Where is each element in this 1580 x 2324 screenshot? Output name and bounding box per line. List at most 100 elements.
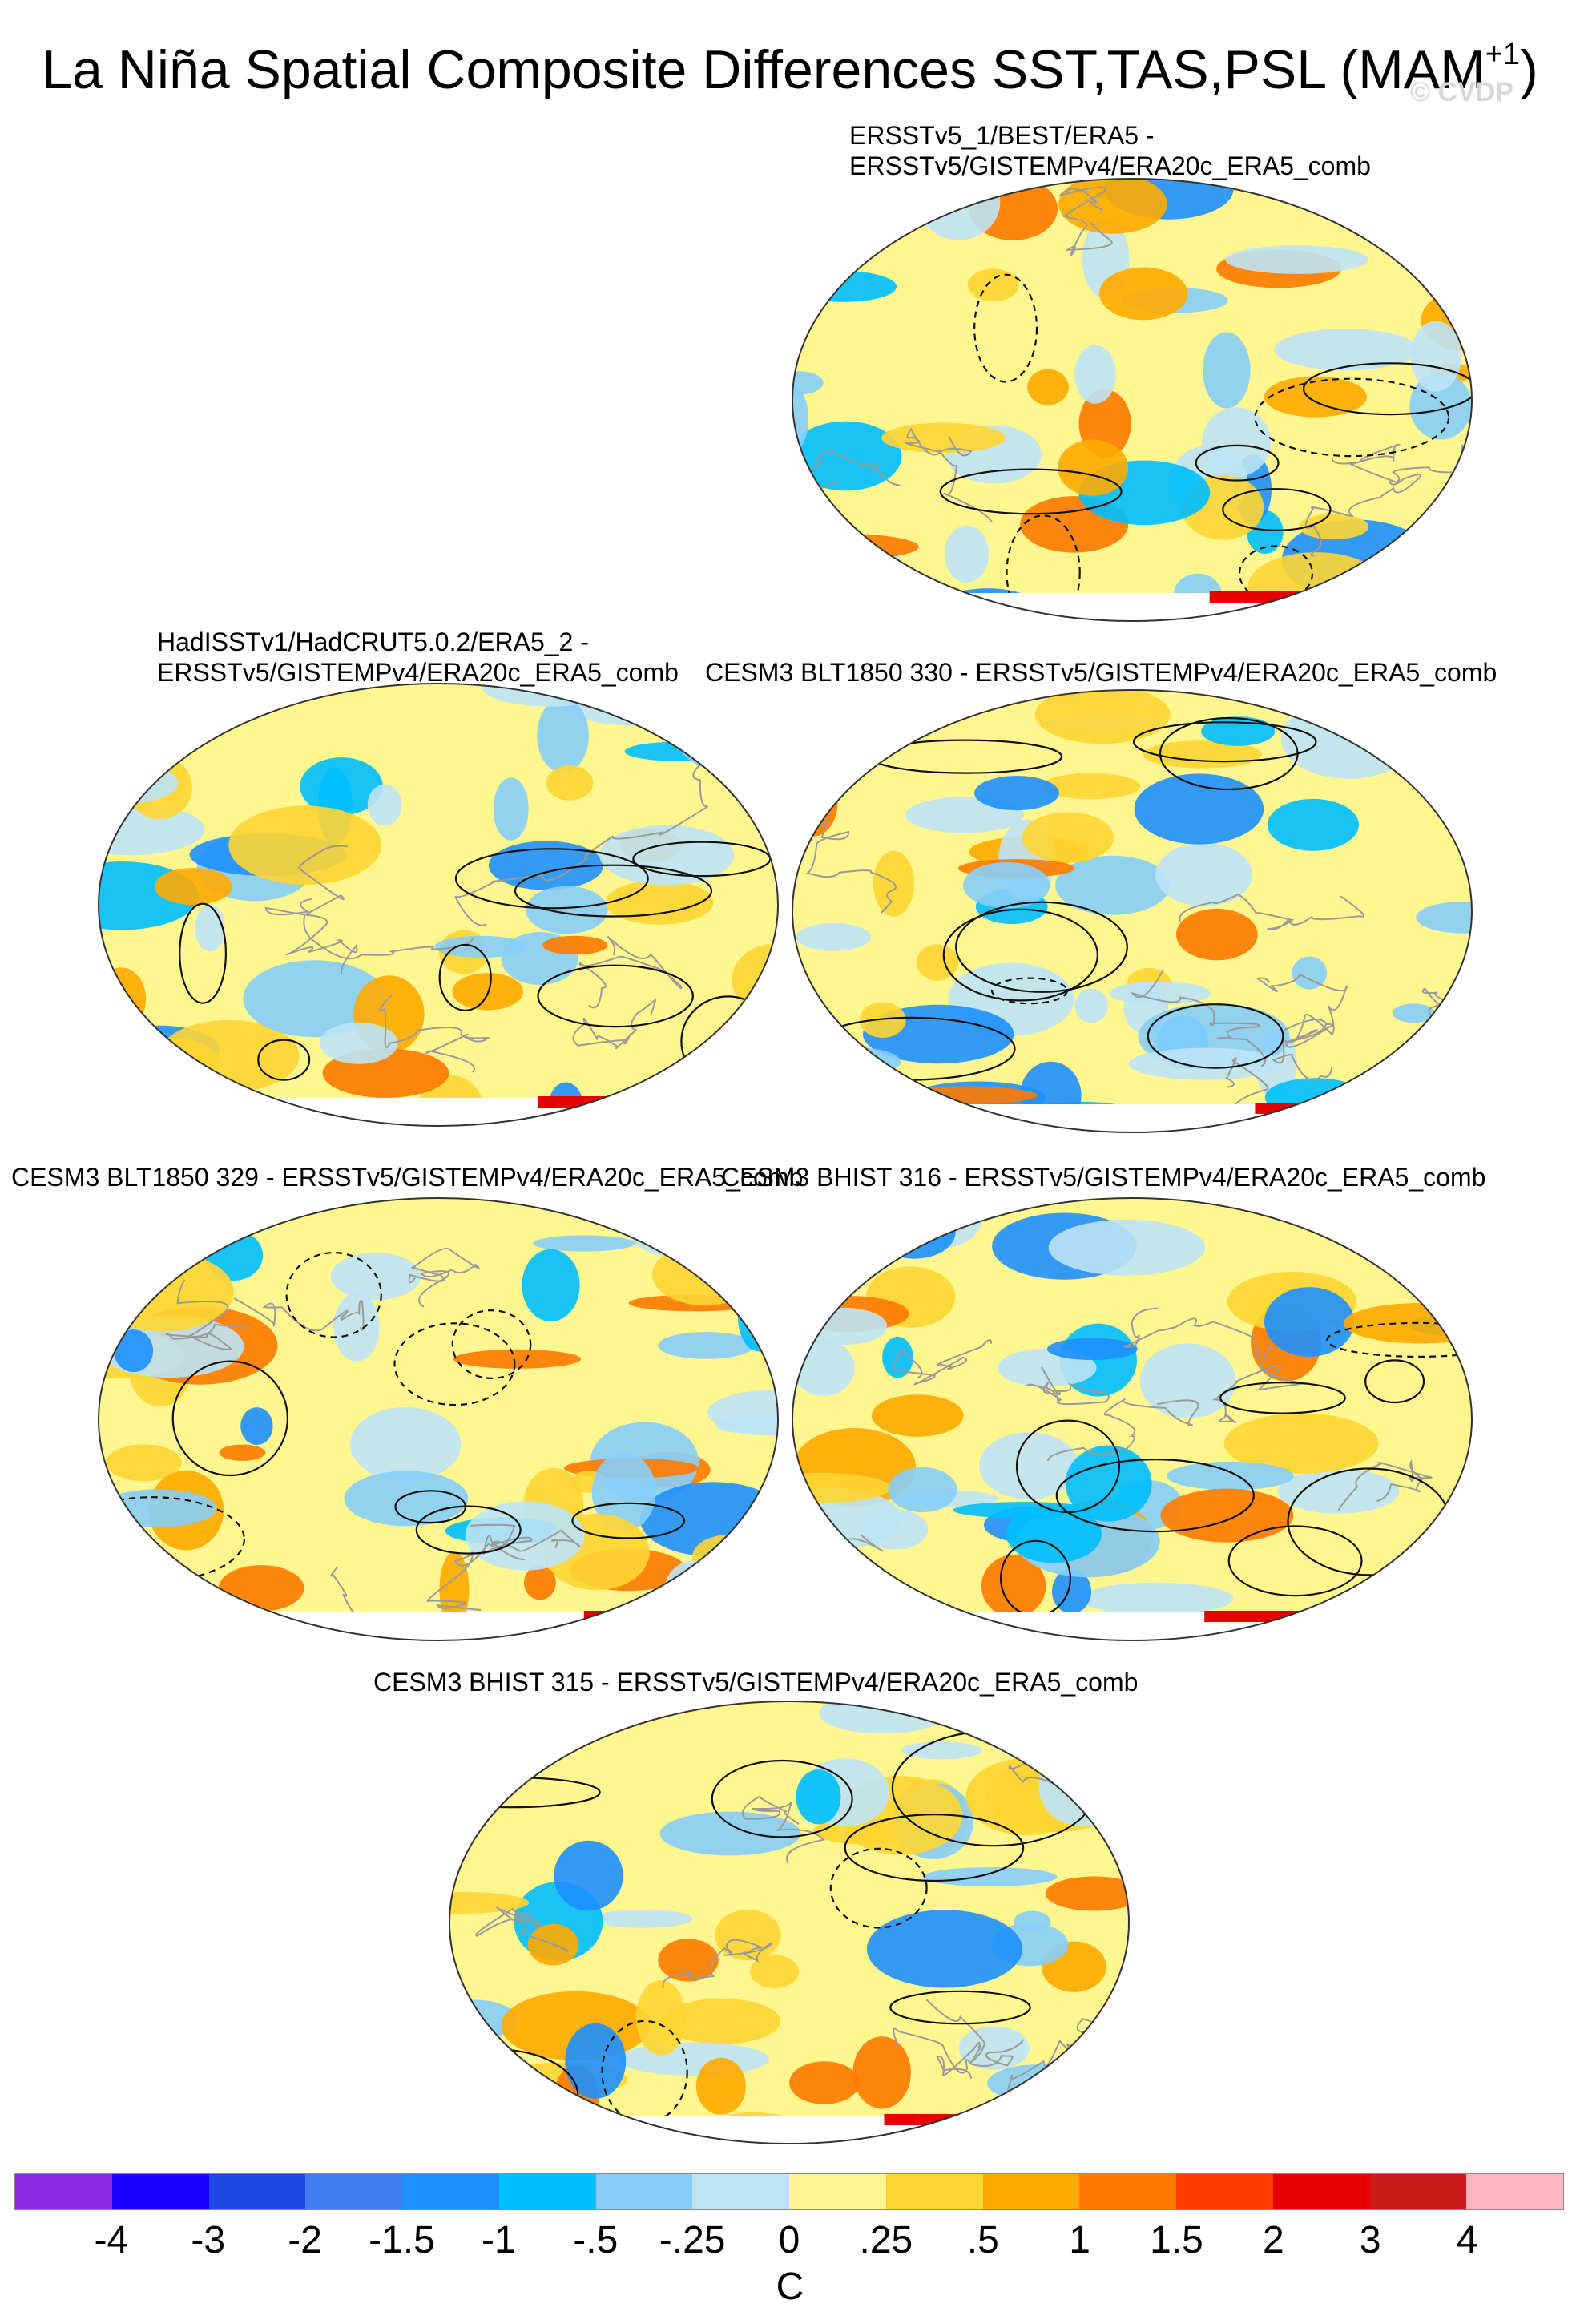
anomaly-patch (981, 1555, 1046, 1618)
anomaly-patch (888, 1467, 957, 1513)
anomaly-patch (1389, 1603, 1472, 1640)
anomaly-patch (106, 1444, 182, 1482)
psl-contour (537, 964, 694, 1028)
anomaly-patch (1274, 329, 1418, 371)
psl-contour (1326, 1321, 1472, 1358)
colorbar-box (692, 2174, 789, 2209)
anomaly-patch (1058, 179, 1167, 234)
anomaly-patch (1280, 699, 1417, 779)
psl-contour (942, 908, 1098, 1002)
panel-title: CESM3 BLT1850 330 - ERSSTv5/GISTEMPv4/ER… (705, 658, 1497, 687)
anomaly-patch (873, 1204, 956, 1259)
anomaly-patch (659, 1811, 801, 1856)
psl-contour (1015, 1419, 1121, 1514)
cvdp-watermark: © CVDP (1410, 77, 1513, 107)
map-canvas (792, 689, 1473, 1133)
anomaly-patch (916, 944, 958, 981)
anomaly-patch (1202, 407, 1271, 477)
warm-anomaly-patch (538, 1096, 635, 1108)
anomaly-map (96, 681, 780, 1128)
anomaly-patch (1409, 372, 1472, 440)
colorbar-tick-label: 4 (1456, 2219, 1478, 2261)
anomaly-patch (1002, 2113, 1129, 2144)
anomaly-patch (129, 684, 175, 728)
colorbar (14, 2173, 1564, 2210)
colorbar-box (208, 2174, 306, 2209)
anomaly-patch (967, 268, 1019, 302)
anomaly-patch (367, 784, 402, 826)
anomaly-patch (533, 1235, 635, 1252)
psl-contour (939, 468, 1123, 515)
map-canvas (792, 1197, 1473, 1641)
coastline (1411, 219, 1472, 288)
anomaly-patch (526, 886, 608, 934)
anomaly-patch (349, 1406, 462, 1482)
anomaly-patch (565, 2023, 627, 2099)
anomaly-patch (792, 768, 838, 837)
coastline (792, 211, 815, 317)
anomaly-patch (99, 1489, 216, 1528)
anomaly-patch (1099, 267, 1188, 321)
coastline (379, 994, 491, 1073)
coastline (662, 1939, 773, 1989)
psl-contour (1055, 1459, 1255, 1533)
colorbar-box (1466, 2174, 1563, 2209)
psl-contour (1254, 377, 1450, 458)
anomaly-patch (658, 1332, 755, 1359)
colorbar-tick-label: -1 (482, 2219, 516, 2261)
anomaly-patch (605, 880, 714, 925)
anomaly-patch (1299, 514, 1369, 540)
anomaly-patch (1078, 1582, 1234, 1615)
anomaly-patch (695, 2057, 746, 2115)
anomaly-patch (1074, 345, 1116, 404)
coastline (475, 1906, 570, 1954)
anomaly-patch (789, 2061, 860, 2104)
map-boundary (449, 1701, 1130, 2144)
coastline (805, 817, 897, 914)
anomaly-patch (663, 1998, 781, 2044)
map-boundary (792, 1197, 1473, 1641)
anomaly-patch (652, 1243, 758, 1306)
psl-contour (1159, 716, 1299, 791)
anomaly-patch (901, 1741, 982, 1760)
anomaly-patch (554, 1840, 623, 1911)
coastline (578, 935, 683, 1009)
psl-contour (451, 1309, 532, 1380)
anomaly-patch (473, 2079, 533, 2096)
map-boundary (792, 689, 1473, 1133)
anomaly-patch (1027, 369, 1069, 405)
psl-contour (393, 1322, 516, 1406)
anomaly-patch (1268, 798, 1359, 851)
coastline (1337, 1459, 1433, 1512)
colorbar-tick-label: 1 (1069, 2219, 1090, 2261)
anomaly-patch (1410, 321, 1461, 392)
warm-anomaly-patch (1209, 591, 1306, 603)
anomaly-patch (624, 741, 728, 761)
anomaly-patch (1041, 773, 1141, 800)
anomaly-patch (796, 1769, 841, 1825)
anomaly-patch (114, 1329, 154, 1373)
colorbar-box (1079, 2174, 1176, 2209)
psl-contour (829, 1847, 928, 1929)
anomaly-patch (243, 960, 386, 1038)
anomaly-patch (1058, 439, 1129, 496)
psl-contour (257, 1039, 311, 1081)
psl-contour (1222, 488, 1332, 531)
colorbar-box (498, 2174, 596, 2209)
anomaly-patch (1055, 855, 1171, 915)
anomaly-patch (689, 1237, 778, 1278)
colorbar-units: C (776, 2265, 804, 2308)
anomaly-patch (1246, 1122, 1389, 1132)
anomaly-patch (1045, 1876, 1129, 1911)
anomaly-patch (1437, 1229, 1472, 1266)
colorbar-box (595, 2174, 693, 2209)
anomaly-patch (434, 935, 528, 958)
anomaly-patch (1203, 332, 1251, 409)
panel-title: CESM3 BHIST 315 - ERSSTv5/GISTEMPv4/ERA2… (373, 1668, 1139, 1697)
colorbar-tick-label: 1.5 (1150, 2219, 1203, 2261)
colorbar-box (1369, 2174, 1467, 2209)
anomaly-patch (1048, 1219, 1206, 1276)
colorbar-tick-label: 0 (778, 2219, 800, 2261)
colorbar-box (402, 2174, 499, 2209)
anomaly-patch (1311, 1599, 1462, 1635)
